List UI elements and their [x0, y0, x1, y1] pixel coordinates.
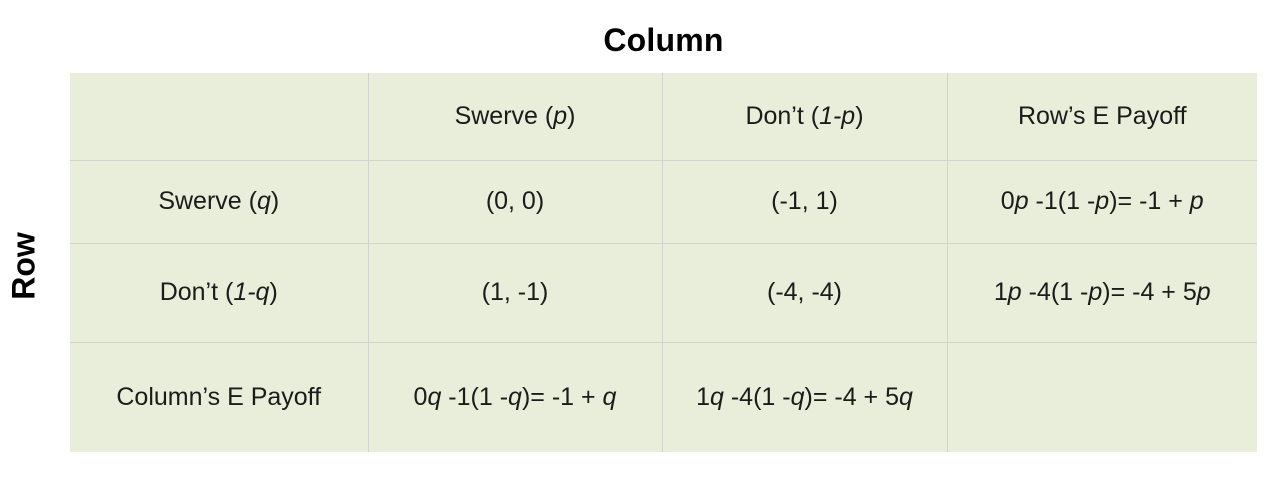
- columns-expected-payoff-header: Column’s E Payoff: [70, 341, 369, 452]
- cell-row-epayoff-swerve: 0p -1(1 -p)= -1 + p: [946, 159, 1257, 244]
- cell-swerve-swerve-payoff: (0, 0): [367, 159, 663, 244]
- text-run: q: [508, 382, 522, 411]
- row-swerve-header: Swerve (q): [70, 159, 369, 244]
- text-run: p: [1014, 187, 1029, 215]
- row-dont-header: Don’t (1-q): [70, 242, 369, 343]
- text-run: ): [270, 187, 280, 215]
- table-row-column-epayoff: Column’s E Payoff 0q -1(1 -q)= -1 + q 1q…: [70, 341, 1257, 452]
- table-row-dont: Don’t (1-q) (1, -1) (-4, -4) 1p -4(1 -p)…: [70, 242, 1257, 343]
- cell-dont-dont-payoff: (-4, -4): [661, 242, 948, 343]
- text-run: (1, -1): [481, 278, 549, 306]
- text-run: p: [1088, 278, 1103, 306]
- text-run: p: [1007, 278, 1022, 306]
- text-run: p: [1189, 187, 1204, 215]
- text-run: Swerve (: [454, 101, 554, 130]
- text-run: q: [899, 382, 913, 411]
- text-run: 0: [413, 382, 428, 411]
- text-run: 0: [1000, 187, 1015, 215]
- text-run: )= -4 + 5: [804, 382, 900, 411]
- text-run: q: [256, 187, 271, 215]
- text-run: -4(1 -: [1021, 278, 1089, 306]
- text-run: Row’s E Payoff: [1017, 101, 1187, 130]
- text-run: -1(1 -: [441, 382, 509, 411]
- row-axis-title: Row: [5, 232, 42, 300]
- text-run: )= -4 + 5: [1102, 278, 1197, 306]
- empty-cell: [946, 341, 1257, 452]
- text-run: Column’s E Payoff: [116, 382, 322, 411]
- text-run: (-1, 1): [771, 187, 838, 215]
- text-run: ): [269, 278, 278, 306]
- text-run: Swerve (: [158, 187, 257, 215]
- text-run: q: [427, 382, 442, 411]
- table-header-row: Swerve (p) Don’t (1-p) Row’s E Payoff: [70, 73, 1257, 161]
- payoff-table: Swerve (p) Don’t (1-p) Row’s E Payoff Sw…: [70, 73, 1257, 452]
- text-run: Don’t (: [159, 278, 234, 306]
- text-run: -4(1 -: [723, 382, 791, 411]
- column-swerve-header: Swerve (p): [367, 73, 663, 161]
- cell-column-epayoff-swerve: 0q -1(1 -q)= -1 + q: [367, 341, 663, 452]
- text-run: 1-q: [233, 278, 270, 306]
- text-run: 1-p: [819, 101, 856, 130]
- cell-swerve-dont-payoff: (-1, 1): [661, 159, 948, 244]
- column-axis-title: Column: [603, 22, 724, 58]
- text-run: p: [553, 101, 568, 130]
- table-row-swerve: Swerve (q) (0, 0) (-1, 1) 0p -1(1 -p)= -…: [70, 159, 1257, 244]
- text-run: q: [710, 382, 724, 411]
- rows-expected-payoff-header: Row’s E Payoff: [946, 73, 1257, 161]
- cell-row-epayoff-dont: 1p -4(1 -p)= -4 + 5p: [946, 242, 1257, 343]
- payoff-table-body: Swerve (p) Don’t (1-p) Row’s E Payoff Sw…: [70, 73, 1257, 452]
- text-run: 1: [993, 278, 1008, 306]
- text-run: )= -1 +: [1109, 187, 1190, 215]
- text-run: p: [1196, 278, 1211, 306]
- cell-column-epayoff-dont: 1q -4(1 -q)= -4 + 5q: [661, 341, 948, 452]
- text-run: )= -1 +: [521, 382, 603, 411]
- text-run: Don’t (: [745, 101, 820, 130]
- cell-dont-swerve-payoff: (1, -1): [367, 242, 663, 343]
- text-run: 1: [696, 382, 710, 411]
- text-run: q: [790, 382, 805, 411]
- text-run: (0, 0): [485, 187, 545, 215]
- text-run: ): [567, 101, 576, 130]
- text-run: q: [602, 382, 617, 411]
- text-run: p: [1095, 187, 1110, 215]
- text-run: -1(1 -: [1028, 187, 1096, 215]
- text-run: ): [855, 101, 864, 130]
- column-dont-header: Don’t (1-p): [661, 73, 948, 161]
- text-run: (-4, -4): [767, 278, 842, 306]
- corner-cell: [70, 73, 369, 161]
